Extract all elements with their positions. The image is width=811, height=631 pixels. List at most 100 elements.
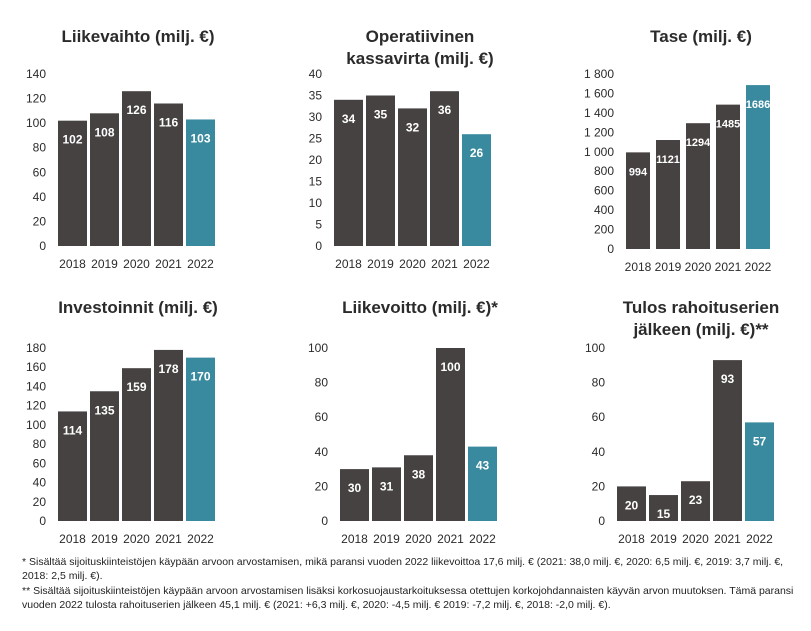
y-tick-label: 1 200 [584,125,614,139]
x-tick-label: 2022 [187,257,214,271]
bar-value-label: 116 [159,115,179,129]
y-tick-label: 140 [26,379,46,393]
footnote-result-after-financial-items: ** Sisältää sijoituskiinteistöjen käypää… [22,585,794,611]
x-tick-label: 2021 [715,260,742,274]
y-tick-label: 40 [592,445,606,459]
bar-value-label: 135 [94,403,114,417]
y-tick-label: 600 [594,184,614,198]
x-tick-label: 2021 [431,257,458,271]
bar [154,103,183,246]
bar [745,422,774,521]
y-tick-label: 140 [26,67,46,81]
bar-value-label: 57 [753,434,767,448]
x-tick-label: 2021 [437,532,464,546]
bar [122,368,151,521]
bar [398,108,427,247]
y-tick-label: 80 [592,376,606,390]
bar-value-label: 26 [470,146,484,160]
y-tick-label: 0 [607,242,614,256]
y-tick-label: 20 [33,495,47,509]
bar [468,446,497,521]
y-tick-label: 20 [592,479,606,493]
bar [340,469,369,521]
y-tick-label: 25 [309,132,323,146]
y-tick-label: 100 [26,116,46,130]
x-tick-label: 2018 [59,532,86,546]
bar [186,357,215,521]
bar-value-label: 159 [126,380,146,394]
charts-grid: Liikevaihto (milj. €) 0 20 40 60 80 100 120 140 1… [26,27,779,546]
bar-value-label: 35 [374,108,388,122]
y-tick-label: 0 [39,239,46,253]
bar [90,113,119,246]
x-tick-label: 2020 [123,257,150,271]
bar [334,99,363,246]
chart-panel-5: Liikevoitto (milj. €)* 0 20 40 60 80 100 30 2018… [308,298,498,546]
bar-value-label: 43 [476,459,490,473]
x-tick-label: 2019 [650,532,677,546]
y-tick-label: 20 [315,479,329,493]
y-tick-label: 40 [33,190,47,204]
bar [462,134,491,246]
chart-title: jälkeen (milj. €)** [632,320,768,339]
y-tick-label: 100 [308,341,328,355]
y-tick-label: 80 [33,437,47,451]
y-tick-label: 1 800 [584,67,614,81]
chart-title: Operatiivinen [366,27,475,46]
bar-value-label: 178 [158,362,178,376]
bar [649,495,678,521]
bar-value-label: 36 [438,103,452,117]
y-tick-label: 100 [26,418,46,432]
bar-value-label: 20 [625,498,639,512]
y-tick-label: 35 [309,89,323,103]
y-tick-label: 80 [315,376,329,390]
bar-value-label: 1294 [686,137,711,149]
y-tick-label: 40 [309,67,323,81]
y-tick-label: 60 [315,410,329,424]
y-tick-label: 1 000 [584,145,614,159]
x-tick-label: 2019 [655,260,682,274]
y-tick-label: 800 [594,164,614,178]
y-tick-label: 20 [309,153,323,167]
bar-value-label: 93 [721,372,735,386]
bar [404,455,433,521]
bar [90,391,119,521]
bar [430,91,459,246]
x-tick-label: 2021 [155,257,182,271]
bar [366,95,395,246]
y-tick-label: 30 [309,110,323,124]
bar [617,486,646,521]
x-tick-label: 2019 [373,532,400,546]
chart-title: kassavirta (milj. €) [346,49,493,68]
bar [372,467,401,521]
y-tick-label: 0 [598,514,605,528]
bar [186,119,215,246]
x-tick-label: 2018 [618,532,645,546]
y-tick-label: 0 [315,239,322,253]
y-tick-label: 60 [33,456,47,470]
bar [681,481,710,521]
x-tick-label: 2020 [399,257,426,271]
chart-title: Liikevoitto (milj. €)* [342,298,498,317]
x-tick-label: 2019 [91,257,118,271]
y-tick-label: 80 [33,141,47,155]
y-tick-label: 10 [309,196,323,210]
bar-value-label: 31 [380,479,394,493]
chart-title: Tase (milj. €) [650,27,752,46]
bar-value-label: 34 [342,112,356,126]
bar-value-label: 15 [657,507,671,521]
bar [716,104,740,249]
y-tick-label: 5 [315,218,322,232]
chart-title: Investoinnit (milj. €) [58,298,218,317]
bar [626,152,650,249]
bar [746,85,770,249]
x-tick-label: 2018 [341,532,368,546]
bar-value-label: 994 [629,166,648,178]
bar-value-label: 38 [412,467,426,481]
bar-value-label: 1121 [656,154,680,166]
bar-value-label: 32 [406,120,420,134]
y-tick-label: 160 [26,360,46,374]
bar [713,360,742,521]
chart-title: Liikevaihto (milj. €) [61,27,214,46]
